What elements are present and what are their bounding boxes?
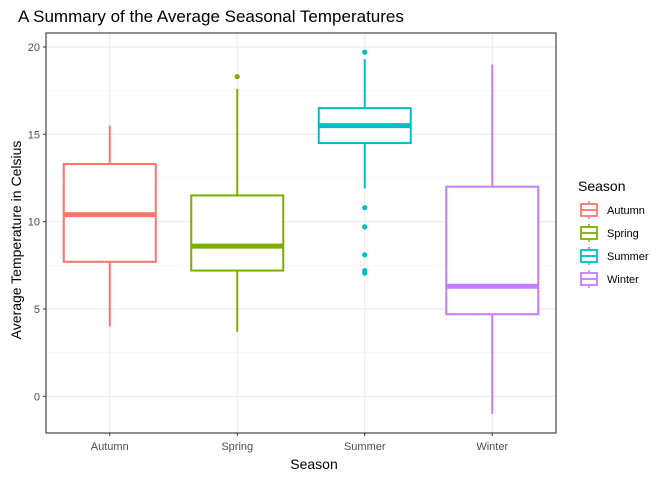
y-tick-label: 5 bbox=[34, 304, 40, 316]
x-tick-label: Spring bbox=[221, 441, 253, 453]
legend-item-autumn: Autumn bbox=[580, 201, 645, 219]
x-axis-title: Season bbox=[290, 456, 337, 472]
x-tick-label: Summer bbox=[344, 441, 386, 453]
box-summer bbox=[317, 49, 412, 276]
outlier-point bbox=[362, 205, 368, 211]
y-tick-label: 0 bbox=[34, 391, 40, 403]
box-winter bbox=[445, 64, 540, 414]
outlier-point bbox=[362, 270, 368, 276]
legend-label: Spring bbox=[607, 228, 639, 240]
y-tick-label: 15 bbox=[28, 129, 40, 141]
x-tick-label: Autumn bbox=[91, 441, 129, 453]
legend-item-spring: Spring bbox=[580, 224, 639, 242]
box-iqr bbox=[190, 194, 285, 272]
panel-border bbox=[45, 32, 557, 434]
box-autumn bbox=[62, 125, 157, 327]
outlier-point bbox=[234, 74, 240, 80]
y-tick-label: 10 bbox=[28, 217, 40, 229]
x-tick-label: Winter bbox=[476, 441, 508, 453]
legend-item-winter: Winter bbox=[580, 270, 639, 288]
outlier-point bbox=[362, 49, 368, 55]
legend: Season Autumn Spring Summer Winter bbox=[578, 178, 649, 288]
legend-label: Summer bbox=[607, 251, 649, 263]
legend-title: Season bbox=[578, 178, 625, 194]
legend-label: Autumn bbox=[607, 205, 645, 217]
box-iqr bbox=[445, 185, 540, 316]
legend-label: Winter bbox=[607, 274, 639, 286]
outlier-point bbox=[362, 252, 368, 258]
y-axis-title: Average Temperature in Celsius bbox=[8, 141, 24, 340]
plot-area: 0 5 10 15 20 Autumn Spring Summer Winter bbox=[28, 32, 557, 453]
box-spring bbox=[190, 74, 285, 332]
outlier-point bbox=[362, 224, 368, 230]
legend-item-summer: Summer bbox=[580, 247, 649, 265]
y-tick-label: 20 bbox=[28, 42, 40, 54]
chart-title: A Summary of the Average Seasonal Temper… bbox=[18, 7, 404, 26]
